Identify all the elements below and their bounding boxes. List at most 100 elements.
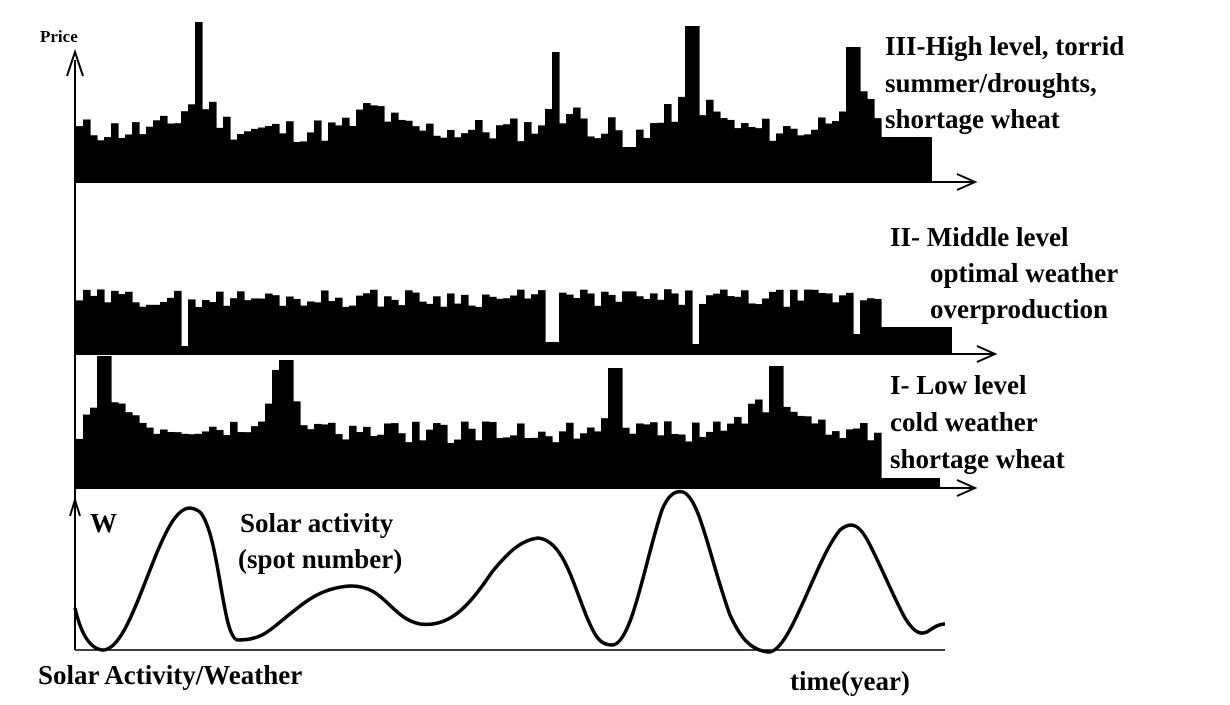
histogram-bar	[587, 293, 595, 354]
histogram-bar	[83, 414, 91, 488]
histogram-bar	[853, 334, 861, 354]
histogram-bar	[342, 439, 350, 488]
histogram-bar	[573, 297, 581, 354]
histogram-bar	[454, 137, 462, 182]
histogram-bar	[832, 431, 840, 488]
histogram-bar	[797, 415, 805, 488]
histogram-bar	[671, 293, 679, 354]
histogram-bar	[531, 133, 539, 182]
histogram-bar	[545, 108, 553, 182]
histogram-bar	[321, 424, 329, 488]
histogram-bar	[335, 297, 343, 354]
histogram-bar	[755, 304, 763, 354]
histogram-bar	[258, 298, 266, 354]
histogram-bar	[860, 422, 868, 488]
histogram-bar	[167, 431, 175, 488]
histogram-bar	[209, 426, 217, 488]
histogram-bar	[853, 428, 861, 488]
histogram-bar	[272, 370, 280, 488]
histogram-bar	[664, 103, 672, 182]
histogram-bar	[657, 435, 665, 488]
histogram-bar	[601, 291, 609, 354]
histogram-bar	[405, 290, 413, 354]
histogram-bar	[90, 407, 98, 488]
histogram-bar	[433, 423, 441, 488]
histogram-bar	[391, 423, 399, 488]
histogram-bar	[622, 427, 630, 488]
histogram-bar	[139, 422, 147, 488]
histogram-bar	[335, 434, 343, 488]
histogram-bar	[258, 127, 266, 182]
histogram-bar	[678, 304, 686, 354]
histogram-bar	[545, 436, 553, 488]
histogram-bar	[90, 295, 98, 354]
histogram-bar	[209, 101, 217, 182]
histogram-bar	[510, 435, 518, 488]
histogram-bar	[132, 302, 140, 354]
histogram-bar	[839, 438, 847, 488]
histogram-bar	[482, 132, 490, 182]
histogram-bar	[419, 440, 427, 488]
histogram-bar	[713, 421, 721, 488]
histogram-bar	[146, 304, 154, 354]
histogram-bar	[104, 356, 112, 488]
histogram-bar	[566, 422, 574, 488]
histogram-bar	[132, 122, 140, 182]
histogram-bar	[202, 431, 210, 488]
panel-high-label-line1: III-High level, torrid	[885, 31, 1124, 61]
histogram-bar	[839, 295, 847, 354]
histogram-bar	[538, 431, 546, 488]
histogram-bar	[349, 425, 357, 488]
histogram-bar	[223, 435, 231, 488]
histogram-bar	[272, 123, 280, 182]
histogram-bar	[580, 118, 588, 182]
histogram-bar	[251, 298, 259, 354]
solar-axis-arrow	[69, 496, 81, 517]
histogram-bar	[342, 306, 350, 354]
histogram-bar	[671, 433, 679, 488]
time-axis-label: time(year)	[790, 666, 910, 696]
histogram-bar	[482, 294, 490, 354]
histogram-bar	[76, 438, 84, 488]
histogram-bar	[412, 421, 420, 488]
histogram-bar	[720, 118, 728, 182]
histogram-bar	[97, 289, 105, 354]
histogram-bar	[741, 290, 749, 354]
histogram-bar	[104, 302, 112, 354]
histogram-bar	[615, 368, 623, 488]
histogram-bar	[76, 126, 84, 182]
histogram-bar	[650, 422, 658, 488]
histogram-bar	[503, 437, 511, 488]
histogram-bar	[167, 123, 175, 182]
panel-low-bars	[76, 356, 940, 488]
histogram-bar	[783, 126, 791, 182]
histogram-bar	[118, 294, 126, 354]
histogram-bar	[146, 126, 154, 182]
histogram-bar	[398, 119, 406, 182]
histogram-bar	[356, 295, 364, 354]
histogram-bar	[643, 137, 651, 182]
histogram-bar	[356, 109, 364, 182]
histogram-bar	[363, 426, 371, 488]
histogram-bar	[461, 294, 469, 354]
histogram-bar	[685, 290, 693, 354]
histogram-bar	[356, 432, 364, 488]
histogram-bar	[251, 128, 259, 182]
panel-low-label-line1: I- Low level	[890, 370, 1027, 400]
histogram-bar	[573, 438, 581, 488]
histogram-bar	[790, 128, 798, 182]
histogram-bar	[111, 290, 119, 354]
panel-high-bars	[76, 22, 932, 182]
panel-high-label-line2: summer/droughts,	[885, 68, 1097, 98]
histogram-bar	[713, 293, 721, 354]
histogram-bar	[531, 437, 539, 488]
histogram-bar	[832, 121, 840, 182]
solar-axis-label: W	[90, 508, 117, 538]
histogram-bar	[307, 429, 315, 488]
histogram-bar	[412, 292, 420, 354]
histogram-bar	[97, 356, 105, 488]
panel-high-baseline-arrow	[956, 173, 978, 191]
histogram-bar	[727, 119, 735, 182]
histogram-bar	[300, 141, 308, 182]
histogram-bar	[230, 139, 238, 182]
